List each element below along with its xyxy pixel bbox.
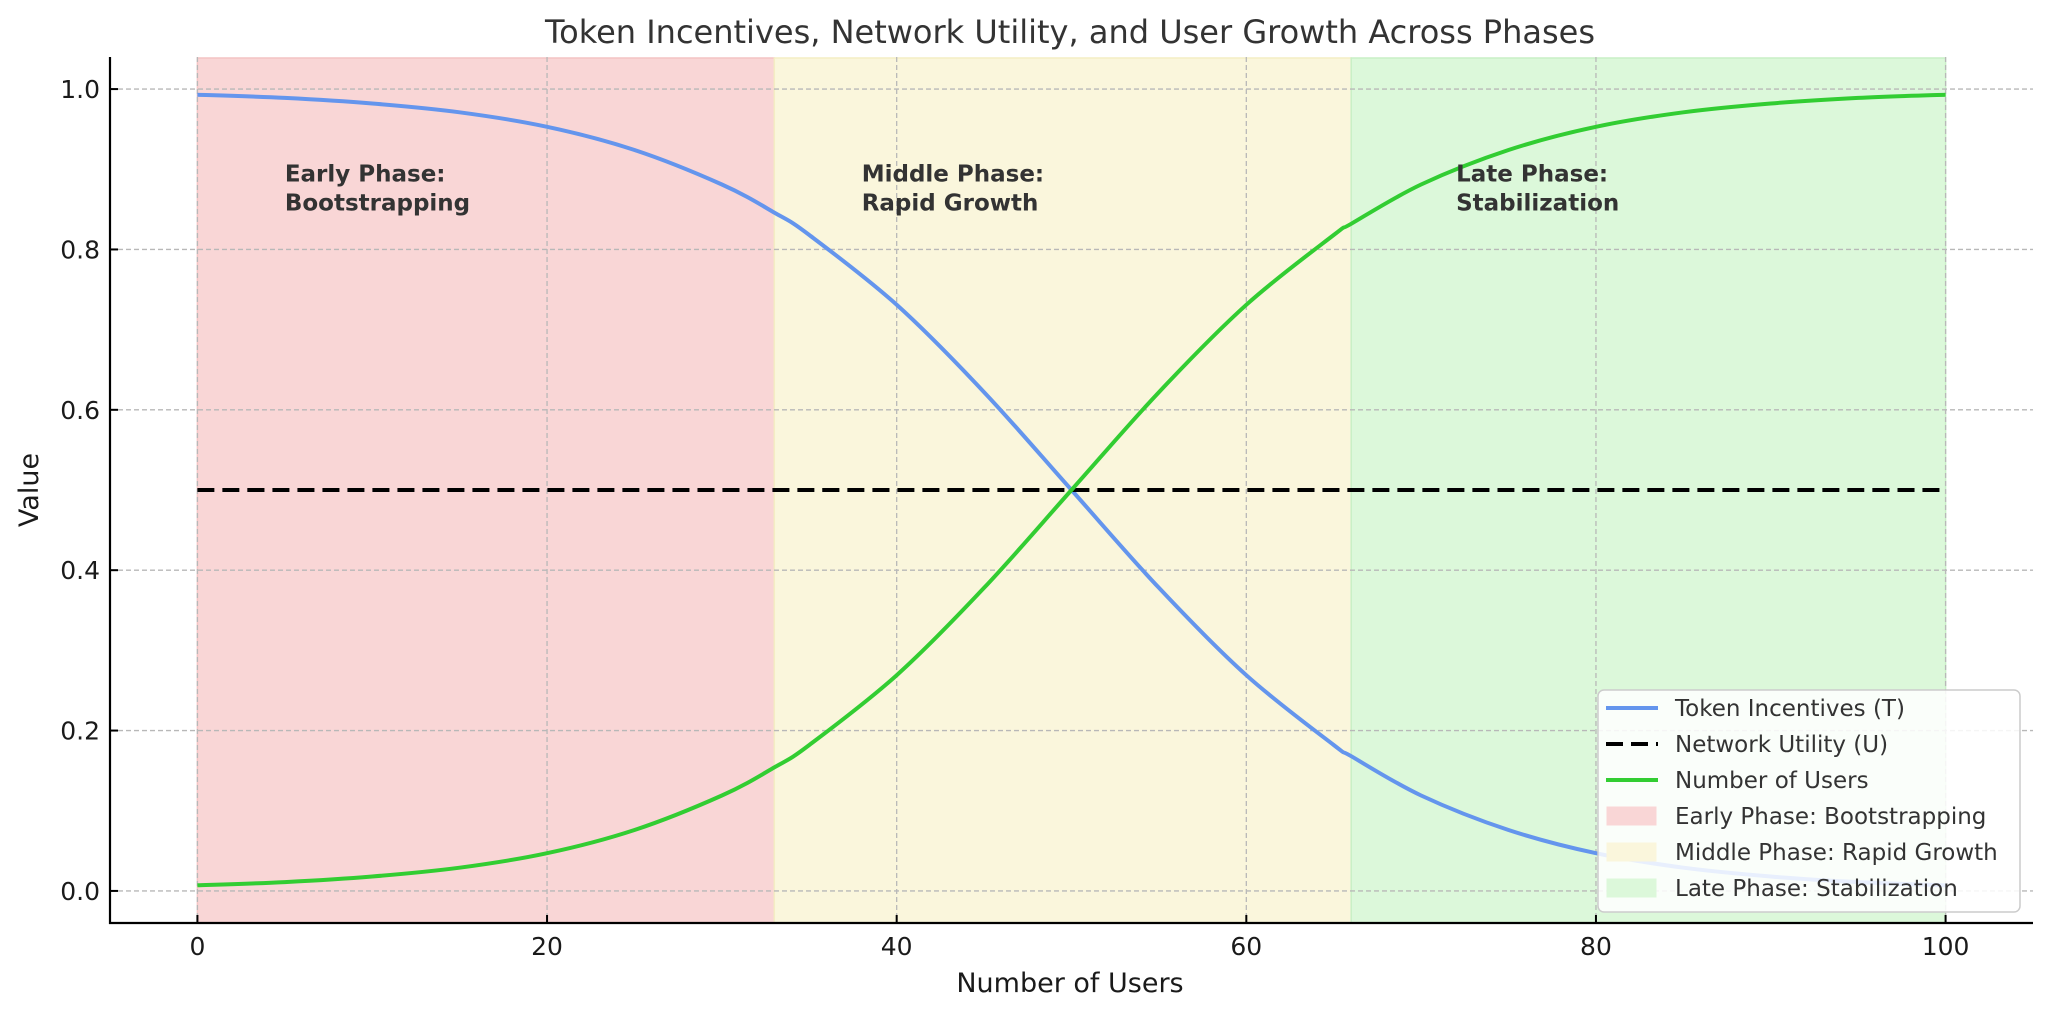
y-tick-label: 0.6 [60,396,100,425]
phase-label-3: Late Phase: Stabilization [1456,161,1619,216]
series-line-number-of-users [197,92,1946,888]
phase-label-1: Early Phase: Bootstrapping [285,161,470,216]
legend-item: Network Utility (U) [1606,732,1888,758]
legend-patch-handle [1606,878,1657,898]
legend-label: Number of Users [1675,768,1869,794]
legend-box [1597,689,2021,913]
phase-label-2: Middle Phase: Rapid Growth [862,161,1044,216]
legend-label: Late Phase: Stabilization [1675,876,1958,902]
axes: 0 20 40 60 80 100 0.0 0.2 0.4 0.6 0.8 1.0 [60,57,2033,961]
legend-label: Token Incentives (T) [1674,696,1905,722]
y-axis-label: Value [14,453,45,527]
y-tick-label: 0.4 [60,556,100,585]
x-tick-label: 80 [1580,932,1612,961]
phase-labels: Early Phase: Bootstrapping Middle Phase: Ra… [285,161,1619,216]
legend-label: Middle Phase: Rapid Growth [1675,840,1998,866]
legend-item: Late Phase: Stabilization [1606,876,1958,902]
legend-label: Early Phase: Bootstrapping [1675,804,1986,830]
chart-title: Token Incentives, Network Utility, and U… [544,13,1595,51]
legend-patch-handle [1606,806,1657,826]
x-tick-label: 20 [531,932,563,961]
legend-item: Early Phase: Bootstrapping [1606,804,1986,830]
legend-patch-handle [1606,842,1657,862]
legend-item: Number of Users [1606,768,1869,794]
legend: Token Incentives (T) Network Utility (U) N… [1597,689,2021,913]
y-tick-label: 1.0 [60,75,100,104]
y-tick-label: 0.0 [60,877,100,906]
y-tick-label: 0.8 [60,235,100,264]
y-tick-label: 0.2 [60,717,100,746]
x-tick-label: 60 [1230,932,1262,961]
legend-label: Network Utility (U) [1675,732,1888,758]
x-tick-label: 100 [1922,932,1970,961]
x-tick-label: 40 [881,932,913,961]
legend-item: Token Incentives (T) [1606,696,1905,722]
legend-item: Middle Phase: Rapid Growth [1606,840,1998,866]
x-axis-label: Number of Users [956,968,1183,999]
x-tick-label: 0 [189,932,205,961]
